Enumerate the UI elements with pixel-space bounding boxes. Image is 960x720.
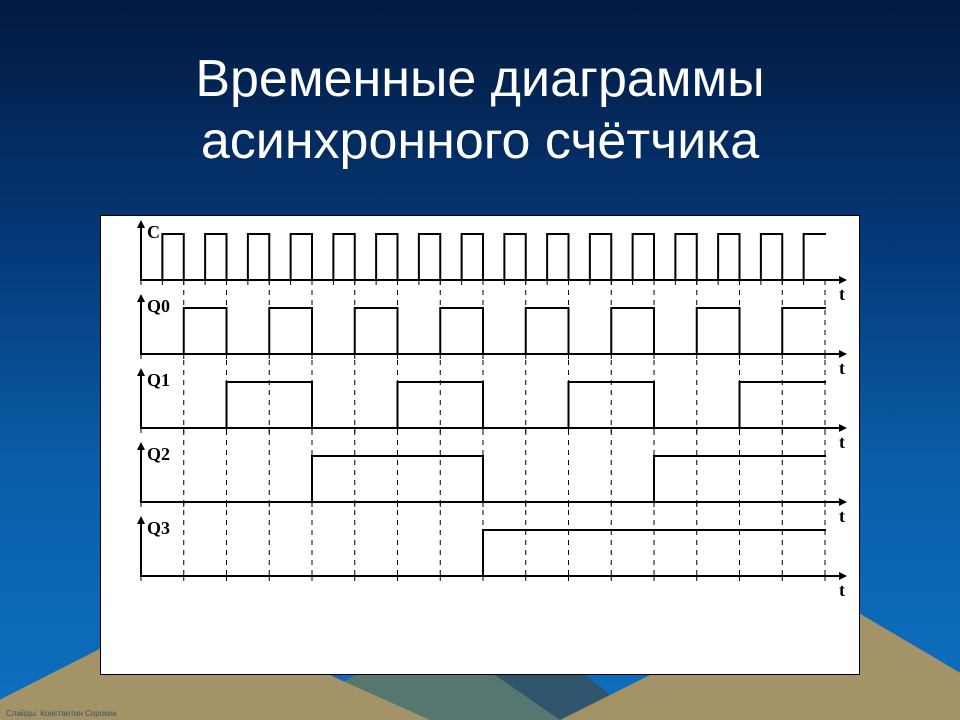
footer-note: Слайды: Константин Сорокин [6,709,116,718]
slide: Временные диаграммы асинхронного счётчик… [0,0,960,720]
svg-text:t: t [839,432,845,452]
svg-text:t: t [839,506,845,526]
title-line-1: Временные диаграммы [195,50,764,108]
svg-text:Q3: Q3 [147,518,170,538]
title-line-2: асинхронного счётчика [201,112,759,170]
svg-text:t: t [839,284,845,304]
svg-text:Q1: Q1 [147,370,170,390]
svg-text:Q2: Q2 [147,444,170,464]
svg-text:t: t [839,580,845,600]
slide-title: Временные диаграммы асинхронного счётчик… [0,48,960,173]
timing-diagram-svg: t Ct Q0 t Q1 t Q2 t Q3 [101,216,861,676]
timing-diagram: t Ct Q0 t Q1 t Q2 t Q3 [100,215,860,675]
svg-text:t: t [839,358,845,378]
svg-text:C: C [147,222,160,242]
svg-text:Q0: Q0 [147,296,170,316]
